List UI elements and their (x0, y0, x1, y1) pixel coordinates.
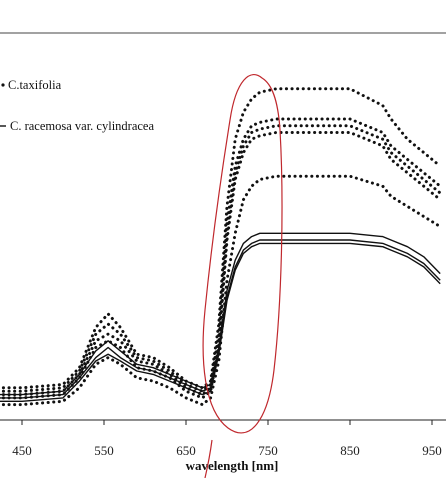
series-layer (0, 87, 442, 407)
legend: C.taxifolia C. racemosa var. cylindracea (0, 78, 154, 133)
series-line-1-dotted (0, 87, 442, 390)
x-tick-label-950: 950 (422, 443, 442, 458)
x-tick-label-850: 850 (340, 443, 360, 458)
legend-label-racemosa: C. racemosa var. cylindracea (10, 119, 154, 133)
x-tick-label-750: 750 (258, 443, 278, 458)
red-annotation-ellipse (202, 74, 283, 478)
series-line-4-dotted (0, 131, 442, 400)
x-tick-label-550: 550 (94, 443, 114, 458)
x-axis-label: wavelength [nm] (186, 458, 279, 473)
legend-marker-dotted (1, 83, 5, 87)
legend-label-taxifolia: C.taxifolia (8, 78, 62, 92)
series-line-2-dotted (0, 117, 442, 393)
x-axis-ticks: 450 550 650 750 850 950 (12, 420, 442, 458)
x-tick-label-450: 450 (12, 443, 32, 458)
x-tick-label-650: 650 (176, 443, 196, 458)
series-line-8-solid (0, 242, 441, 402)
series-line-5-dotted (0, 174, 442, 407)
